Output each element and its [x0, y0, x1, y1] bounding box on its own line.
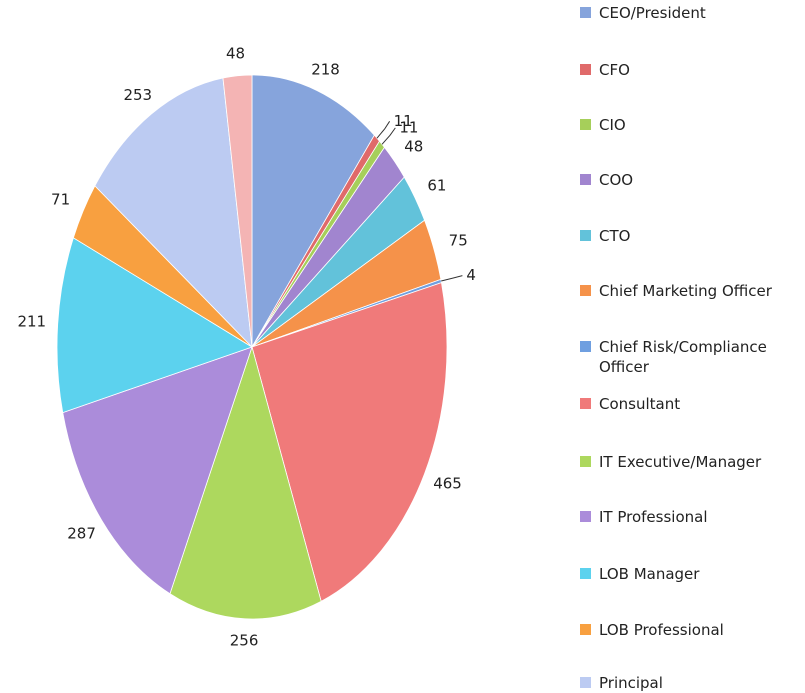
- data-label: 211: [17, 313, 46, 331]
- leader-line: [376, 121, 391, 139]
- legend-swatch: [580, 456, 591, 467]
- legend-item: IT Professional: [580, 507, 795, 527]
- legend-swatch: [580, 341, 591, 352]
- legend-swatch: [580, 677, 591, 688]
- legend-label: LOB Professional: [599, 621, 724, 639]
- legend-label: CTO: [599, 227, 631, 245]
- legend-label: IT Executive/Manager: [599, 453, 762, 471]
- legend-label: CEO/President: [599, 4, 706, 22]
- data-label: 256: [230, 631, 259, 649]
- data-label: 253: [123, 86, 152, 104]
- legend-swatch: [580, 7, 591, 18]
- legend-swatch: [580, 174, 591, 185]
- legend-label: CFO: [599, 61, 630, 79]
- data-label: 48: [404, 137, 423, 155]
- pie-slice: [222, 74, 253, 348]
- data-label: 11: [394, 112, 413, 130]
- legend-item: CFO: [580, 60, 795, 80]
- leader-line: [381, 127, 396, 145]
- legend-swatch: [580, 230, 591, 241]
- pie-slice: [169, 345, 322, 620]
- legend-label: CIO: [599, 116, 626, 134]
- legend-swatch: [580, 398, 591, 409]
- legend-item: COO: [580, 170, 795, 190]
- legend-label: Chief Risk/Compliance Officer: [599, 338, 767, 376]
- leader-line: [441, 275, 463, 282]
- legend-swatch: [580, 119, 591, 130]
- data-label: 465: [433, 474, 462, 492]
- legend-label: LOB Manager: [599, 565, 700, 583]
- data-label: 71: [51, 191, 70, 209]
- legend-item: IT Executive/Manager: [580, 452, 795, 472]
- legend-item: Principal: [580, 673, 795, 693]
- legend-item: Chief Risk/Compliance Officer: [580, 337, 795, 377]
- legend-swatch: [580, 285, 591, 296]
- data-label: 11: [399, 118, 418, 136]
- legend-item: LOB Manager: [580, 564, 795, 584]
- legend-swatch: [580, 568, 591, 579]
- legend-swatch: [580, 624, 591, 635]
- legend-label: Consultant: [599, 395, 681, 413]
- legend-item: CTO: [580, 226, 795, 246]
- legend-item: Consultant: [580, 394, 795, 414]
- legend-item: CIO: [580, 115, 795, 135]
- pie-slice: [251, 282, 448, 602]
- legend-swatch: [580, 64, 591, 75]
- pie-slice: [62, 346, 253, 595]
- pie-slice: [56, 237, 253, 414]
- data-label: 4: [466, 266, 476, 284]
- pie-slice: [94, 77, 253, 349]
- legend-label: Principal: [599, 674, 663, 692]
- data-label: 61: [427, 176, 446, 194]
- legend-item: Chief Marketing Officer: [580, 281, 795, 301]
- data-label: 48: [226, 44, 245, 62]
- legend-item: CEO/President: [580, 3, 795, 23]
- legend-item: LOB Professional: [580, 620, 795, 640]
- legend-label: Chief Marketing Officer: [599, 282, 772, 300]
- legend-label: IT Professional: [599, 508, 708, 526]
- data-label: 287: [67, 525, 96, 543]
- data-label: 218: [311, 60, 340, 78]
- legend-swatch: [580, 511, 591, 522]
- data-label: 75: [449, 232, 468, 250]
- legend-label: COO: [599, 171, 634, 189]
- pie-slice: [251, 74, 375, 349]
